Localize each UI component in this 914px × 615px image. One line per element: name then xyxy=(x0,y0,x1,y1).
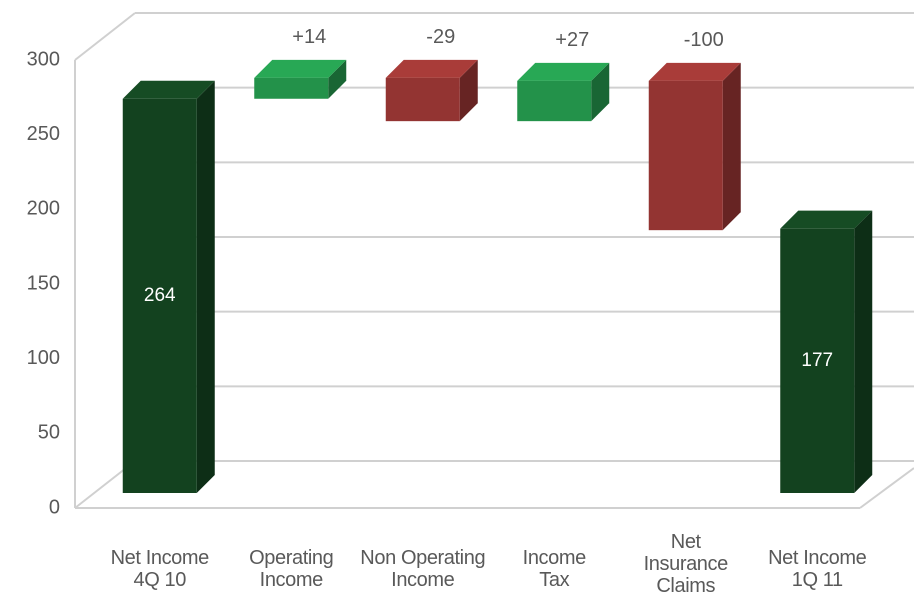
data-label: +27 xyxy=(555,29,589,51)
data-label: -100 xyxy=(684,29,724,51)
bar-side xyxy=(459,59,478,122)
bar xyxy=(648,80,723,231)
grid-line xyxy=(74,12,136,61)
y-tick-label: 50 xyxy=(38,422,60,444)
bar-top xyxy=(254,59,347,78)
y-tick-label: 0 xyxy=(49,496,60,518)
x-tick-label: Net Insurance Claims xyxy=(643,531,729,597)
floor-line xyxy=(859,467,914,509)
y-tick-label: 150 xyxy=(27,272,60,294)
bar-side xyxy=(854,210,873,493)
bar xyxy=(517,80,592,122)
bar-side xyxy=(196,80,215,493)
bar-top xyxy=(780,210,873,229)
bar xyxy=(385,77,460,122)
y-tick-label: 300 xyxy=(27,48,60,70)
y-tick-label: 250 xyxy=(27,123,60,145)
data-label: 264 xyxy=(144,285,176,306)
data-label: +14 xyxy=(292,26,326,48)
y-tick-label: 200 xyxy=(27,198,60,220)
bar xyxy=(254,77,329,99)
data-label: 177 xyxy=(801,350,833,371)
y-tick-label: 100 xyxy=(27,347,60,369)
bar-top xyxy=(517,62,610,81)
bar xyxy=(780,228,855,493)
bar xyxy=(122,98,197,493)
x-tick-label: Net Income 4Q 10 xyxy=(110,547,210,591)
bar-side xyxy=(722,62,741,231)
bar-side xyxy=(591,62,610,122)
bar-top xyxy=(648,62,741,81)
data-label: -29 xyxy=(426,26,455,48)
bar-side xyxy=(328,59,347,99)
x-tick-label: Operating Income xyxy=(249,547,334,591)
x-tick-label: Net Income 1Q 11 xyxy=(768,547,867,591)
bar-top xyxy=(122,80,215,99)
bar-top xyxy=(385,59,478,78)
x-tick-label: Income Tax xyxy=(522,547,587,591)
x-tick-label: Non Operating Income xyxy=(360,547,486,591)
